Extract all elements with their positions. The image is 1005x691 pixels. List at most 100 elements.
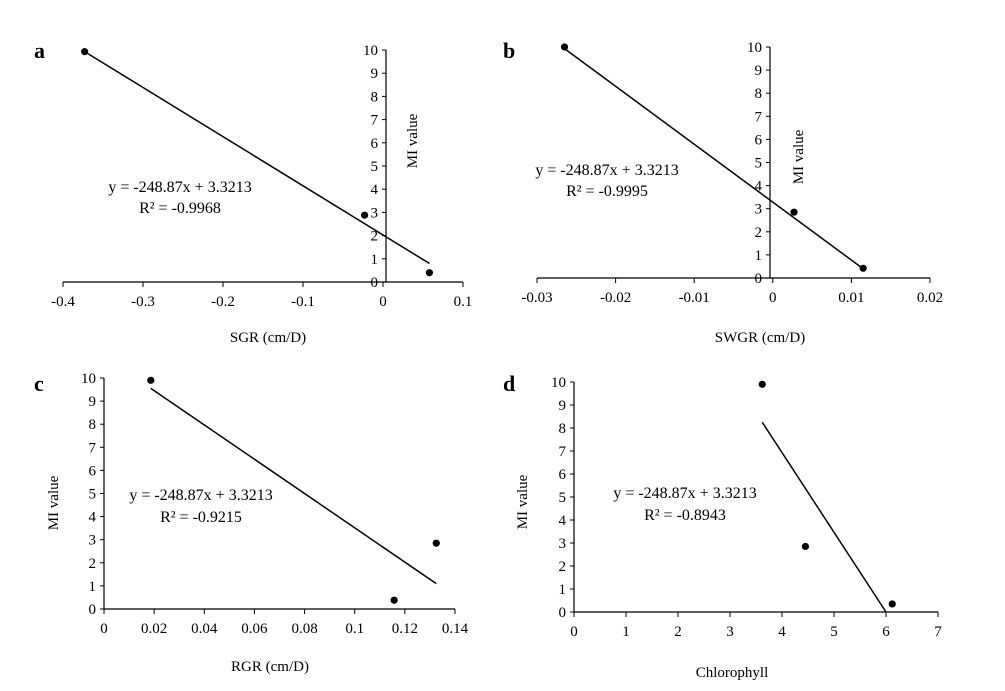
y-tick-label: 3 <box>371 205 379 221</box>
data-point <box>425 269 433 277</box>
y-tick-label: 7 <box>89 440 97 456</box>
r-squared: R² = -0.9968 <box>139 200 221 217</box>
y-tick-label: 3 <box>559 536 567 552</box>
y-tick-label: 4 <box>371 182 379 198</box>
y-tick-label: 8 <box>371 89 379 105</box>
x-axis-title: RGR (cm/D) <box>231 659 309 675</box>
x-tick-label: 0 <box>100 621 108 637</box>
r-squared: R² = -0.9215 <box>160 509 242 526</box>
x-tick-label: 4 <box>778 624 786 640</box>
y-tick-label: 6 <box>755 132 763 148</box>
trendline <box>84 50 430 265</box>
x-tick-label: 0.02 <box>917 290 943 306</box>
x-tick-label: 0.1 <box>345 621 364 637</box>
y-tick-label: 5 <box>371 159 379 175</box>
x-tick-label: -0.2 <box>211 294 235 310</box>
y-tick-label: 9 <box>89 394 97 410</box>
data-point <box>81 48 89 56</box>
y-tick-label: 0 <box>371 275 379 291</box>
panel-label: b <box>503 38 515 63</box>
x-tick-label: -0.01 <box>679 290 710 306</box>
x-tick-label: -0.02 <box>600 290 631 306</box>
y-tick-label: 7 <box>371 113 379 129</box>
y-tick-label: 1 <box>755 248 763 264</box>
panel-c: c 0 0.02 0.04 0.06 0.08 0.1 0.12 0.14 0 1 2 3 4 5 6 7 8 9 1… <box>34 371 469 675</box>
r-squared: R² = -0.8943 <box>644 507 726 524</box>
y-tick-label: 2 <box>755 225 763 241</box>
x-tick-label: 0.06 <box>241 621 268 637</box>
panel-d: d 0 1 2 3 4 5 6 7 0 1 2 3 4 5 6 7 8 9 10 Chlorophyll MI value… <box>503 371 942 681</box>
x-tick-label: 0.01 <box>838 290 864 306</box>
y-tick-label: 4 <box>559 513 567 529</box>
x-tick-label: 0 <box>769 290 777 306</box>
y-tick-label: 6 <box>89 463 97 479</box>
data-point <box>361 211 369 219</box>
y-tick-label: 5 <box>755 156 763 172</box>
y-tick-label: 8 <box>89 417 97 433</box>
data-point <box>859 264 867 272</box>
x-tick-label: -0.03 <box>521 290 552 306</box>
trend-equation: y = -248.87x + 3.3213 <box>108 179 251 196</box>
x-tick-label: 0.02 <box>141 621 167 637</box>
y-tick-label: 7 <box>559 444 567 460</box>
y-tick-label: 5 <box>89 487 97 503</box>
x-tick-label: 2 <box>674 624 682 640</box>
y-axis-title: MI value <box>515 474 531 529</box>
y-tick-label: 7 <box>755 109 763 125</box>
data-point <box>560 43 569 51</box>
data-point <box>790 208 798 216</box>
panel-label: a <box>34 38 45 63</box>
trendline <box>564 48 864 270</box>
y-tick-label: 0 <box>755 271 763 287</box>
y-tick-label: 2 <box>559 559 567 575</box>
y-tick-label: 3 <box>755 202 763 218</box>
x-axis-title: Chlorophyll <box>696 665 769 681</box>
x-tick-label: -0.3 <box>131 294 155 310</box>
x-tick-label: 6 <box>882 624 890 640</box>
data-point <box>390 596 398 604</box>
data-point <box>432 539 440 547</box>
y-tick-label: 0 <box>559 605 567 621</box>
data-point <box>888 600 896 608</box>
trend-equation: y = -248.87x + 3.3213 <box>129 487 272 504</box>
data-point <box>801 542 810 551</box>
y-tick-label: 6 <box>371 136 379 152</box>
x-axis-title: SWGR (cm/D) <box>715 330 805 346</box>
y-axis-title: MI value <box>405 113 421 168</box>
y-tick-label: 4 <box>755 179 763 195</box>
trendline <box>761 421 887 613</box>
y-tick-label: 9 <box>559 398 567 414</box>
y-tick-label: 8 <box>755 86 763 102</box>
x-tick-label: -0.4 <box>51 294 75 310</box>
y-tick-label: 1 <box>89 579 97 595</box>
x-tick-label: 0.04 <box>191 621 218 637</box>
y-tick-label: 5 <box>559 490 567 506</box>
y-tick-label: 10 <box>81 371 96 387</box>
y-tick-label: 10 <box>551 375 566 391</box>
trendline <box>150 387 437 585</box>
y-tick-label: 2 <box>371 229 379 245</box>
r-squared: R² = -0.9995 <box>566 183 648 200</box>
panel-label: c <box>34 371 44 396</box>
x-tick-label: 3 <box>726 624 734 640</box>
y-tick-label: 3 <box>89 533 97 549</box>
y-tick-label: 1 <box>559 582 567 598</box>
x-tick-label: 0.14 <box>442 621 469 637</box>
y-axis-title: MI value <box>791 129 807 184</box>
panel-label: d <box>503 371 515 396</box>
data-point <box>758 380 766 388</box>
y-tick-label: 2 <box>89 556 97 572</box>
y-tick-label: 10 <box>363 43 378 59</box>
data-point <box>147 376 155 384</box>
x-tick-label: 0.1 <box>454 294 473 310</box>
y-tick-label: 10 <box>747 40 762 56</box>
y-tick-label: 4 <box>89 510 97 526</box>
y-tick-label: 0 <box>89 602 97 618</box>
y-tick-label: 1 <box>371 252 379 268</box>
y-tick-label: 9 <box>371 66 379 82</box>
x-tick-label: 0.12 <box>392 621 418 637</box>
x-tick-label: 7 <box>934 624 942 640</box>
x-tick-label: 0.08 <box>291 621 317 637</box>
x-tick-label: 0 <box>570 624 578 640</box>
